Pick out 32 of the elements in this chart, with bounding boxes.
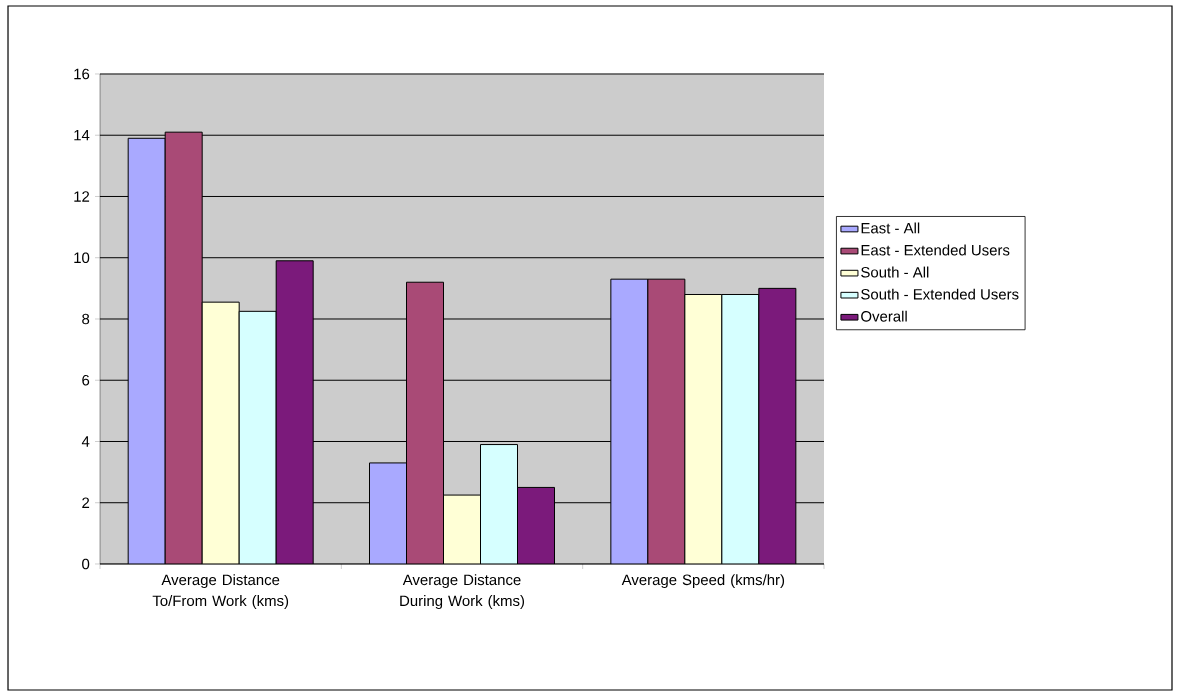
x-tick-label: Average Speed (kms/hr) [621,574,785,589]
y-tick-label: 8 [82,313,90,325]
bar [406,281,445,564]
x-tick-label: Average Distance To/From Work (kms) [152,574,289,610]
bar [443,494,482,564]
bar [238,310,277,564]
legend-label: South - All [861,266,929,278]
bar [684,293,723,564]
y-tick-label: 16 [74,68,90,80]
bar [369,462,408,564]
bar [164,131,203,564]
bar [647,278,686,564]
bar [517,486,556,564]
bar [758,287,797,564]
legend-label: South - Extended Users [861,288,1019,300]
y-tick-label: 10 [74,252,90,264]
legend-label: Overall [861,310,907,322]
bar [610,278,649,564]
x-tick-label: Average Distance During Work (kms) [400,574,525,610]
y-tick-label: 2 [82,497,90,508]
bar [721,293,760,564]
y-tick-label: 12 [74,191,90,202]
y-tick-label: 14 [74,130,90,141]
bar [127,137,166,564]
bar [480,444,519,564]
legend-label: East - Extended Users [861,244,1010,256]
y-tick-label: 4 [81,436,90,447]
legend-label: East - All [861,222,920,234]
bar [201,301,240,564]
bar [275,260,314,564]
y-tick-label: 0 [82,558,90,570]
y-tick-label: 6 [82,374,90,386]
